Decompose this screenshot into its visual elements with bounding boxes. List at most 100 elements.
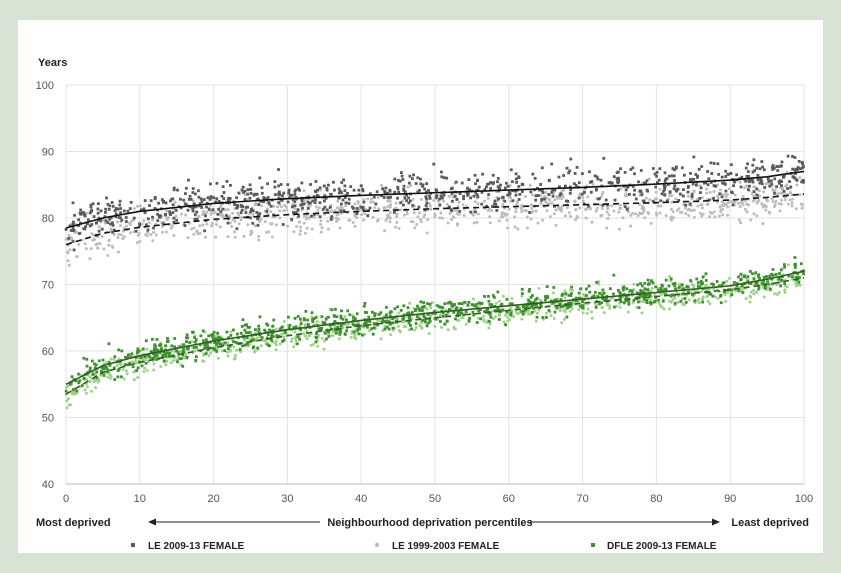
data-point <box>90 359 94 363</box>
data-point <box>311 318 314 322</box>
data-point <box>771 274 775 277</box>
data-point <box>554 223 558 227</box>
data-point <box>193 213 197 217</box>
data-point <box>489 315 493 319</box>
data-point <box>508 318 512 322</box>
data-point <box>578 206 582 210</box>
data-point <box>192 205 196 209</box>
data-point <box>695 197 699 201</box>
data-point <box>331 180 335 184</box>
data-point <box>322 184 326 188</box>
data-point <box>343 314 347 318</box>
data-point <box>211 211 215 215</box>
data-point <box>569 157 573 161</box>
data-point <box>355 312 359 316</box>
data-point <box>788 198 792 202</box>
data-point <box>357 326 361 330</box>
data-point <box>768 275 772 278</box>
data-point <box>530 193 534 197</box>
data-point <box>94 386 98 390</box>
legend-marker-dfle-2009-13 <box>591 543 595 547</box>
data-point <box>664 178 668 181</box>
data-point <box>739 221 743 225</box>
data-point <box>251 212 255 216</box>
data-point <box>405 312 409 316</box>
legend-item-le-1999-2003: LE 1999-2003 FEMALE <box>374 541 500 552</box>
data-point <box>726 205 730 209</box>
data-point <box>433 324 437 328</box>
data-point <box>794 283 798 287</box>
data-point <box>733 180 736 184</box>
trend-line-3 <box>65 277 805 395</box>
data-point <box>71 226 75 230</box>
data-point <box>701 297 705 301</box>
data-point <box>312 317 316 321</box>
data-point <box>114 215 118 219</box>
data-point <box>124 355 127 359</box>
data-point <box>395 212 399 216</box>
data-point <box>527 312 531 316</box>
data-point <box>348 313 352 317</box>
data-point <box>326 227 330 231</box>
data-point <box>337 187 341 191</box>
data-point <box>663 186 666 190</box>
data-point <box>580 305 584 309</box>
data-point <box>617 210 621 214</box>
data-point <box>531 172 535 176</box>
data-point <box>493 202 496 206</box>
data-point <box>487 320 491 323</box>
data-point <box>483 310 486 313</box>
data-point <box>191 199 195 203</box>
data-point <box>74 379 78 383</box>
data-point <box>362 324 366 328</box>
data-point <box>310 227 314 231</box>
data-point <box>671 216 675 220</box>
data-point <box>785 170 789 174</box>
data-point <box>437 305 441 309</box>
data-point <box>650 287 654 291</box>
data-point <box>416 215 420 219</box>
data-point <box>619 167 622 171</box>
data-point <box>656 204 660 208</box>
data-point <box>657 178 661 182</box>
data-point <box>543 197 547 201</box>
data-point <box>783 290 787 294</box>
data-point <box>314 198 317 202</box>
data-point <box>281 339 284 343</box>
data-point <box>206 196 210 200</box>
data-point <box>243 189 247 193</box>
data-point <box>116 369 120 373</box>
data-point <box>430 300 434 304</box>
data-point <box>503 186 507 190</box>
data-point <box>327 183 330 187</box>
data-point <box>691 208 695 212</box>
data-point <box>705 203 709 207</box>
data-point <box>172 349 176 353</box>
data-point <box>601 297 605 301</box>
data-point <box>104 207 108 211</box>
data-point <box>122 235 126 239</box>
data-point <box>646 210 650 214</box>
data-point <box>300 199 304 203</box>
data-point <box>142 370 146 374</box>
data-point <box>405 199 409 203</box>
data-point <box>690 292 694 296</box>
data-point <box>683 297 687 300</box>
data-point <box>363 322 367 325</box>
data-point <box>759 177 763 181</box>
data-point <box>266 323 270 327</box>
data-point <box>119 211 122 215</box>
data-point <box>374 202 378 206</box>
data-point <box>318 186 322 190</box>
data-point <box>245 323 248 327</box>
data-point <box>336 199 340 203</box>
data-point <box>274 327 278 331</box>
data-point <box>493 309 497 312</box>
data-point <box>433 212 437 216</box>
data-point <box>496 176 500 180</box>
data-point <box>91 238 95 242</box>
data-point <box>355 323 359 327</box>
data-point <box>513 225 517 229</box>
data-point <box>77 242 81 246</box>
data-point <box>245 336 249 340</box>
